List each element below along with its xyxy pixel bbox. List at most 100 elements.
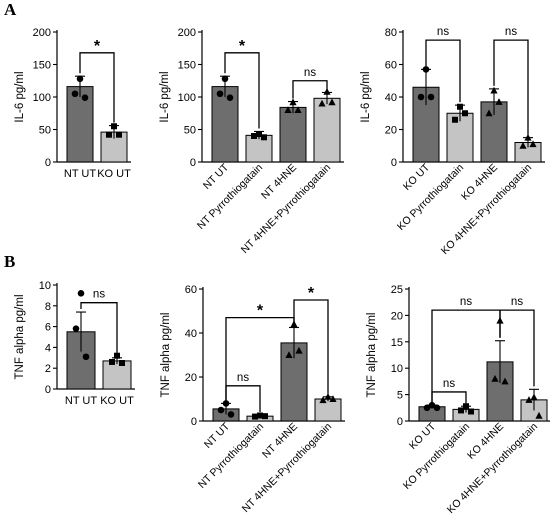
- y-tick-label: 8: [45, 301, 51, 313]
- data-point: [428, 401, 436, 409]
- y-tick-label: 40: [185, 328, 197, 340]
- significance-label: ns: [93, 289, 105, 301]
- significance-bracket: [499, 309, 535, 387]
- y-axis-label: TNF alpha pg/ml: [160, 312, 172, 397]
- data-point: [262, 413, 268, 420]
- data-point: [82, 353, 90, 361]
- data-point: [114, 352, 120, 359]
- y-tick-label: 60: [385, 60, 397, 72]
- data-point: [284, 106, 292, 113]
- data-point: [72, 325, 80, 332]
- y-tick-label: 5: [397, 390, 403, 402]
- y-tick-label: 200: [178, 27, 196, 39]
- data-point: [251, 133, 257, 139]
- data-point: [106, 131, 112, 138]
- panel-letter-a: A: [4, 0, 17, 19]
- data-point: [227, 411, 235, 418]
- y-tick-label: 15: [391, 337, 403, 349]
- y-tick-label: 150: [33, 60, 51, 72]
- data-point: [111, 123, 117, 130]
- y-tick-label: 0: [45, 384, 51, 396]
- y-tick-label: 100: [33, 92, 51, 104]
- data-point: [222, 400, 230, 407]
- category-label: KO UT: [401, 161, 433, 193]
- y-tick-label: 0: [45, 157, 51, 169]
- data-point: [328, 98, 336, 106]
- significance-bracket: [292, 80, 328, 99]
- data-point: [119, 360, 125, 366]
- data-point: [495, 98, 503, 105]
- bar: [102, 360, 132, 390]
- bar: [66, 331, 96, 390]
- y-tick-label: 200: [33, 27, 51, 39]
- data-point: [422, 66, 430, 73]
- bar: [66, 86, 94, 163]
- data-point: [530, 393, 538, 401]
- data-point: [295, 346, 303, 354]
- data-point: [109, 358, 115, 365]
- significance-label: *: [239, 38, 246, 55]
- data-point: [81, 94, 89, 101]
- y-tick-label: 50: [184, 125, 196, 137]
- data-point: [256, 131, 262, 138]
- data-point: [116, 131, 122, 138]
- data-point: [329, 395, 337, 402]
- data-point: [490, 86, 498, 94]
- data-point: [433, 404, 441, 412]
- significance-label: *: [308, 285, 315, 302]
- significance-bracket: [79, 52, 115, 123]
- y-tick-label: 0: [391, 157, 397, 169]
- category-label: KO UT: [97, 168, 131, 180]
- data-point: [252, 413, 258, 420]
- data-point: [458, 407, 464, 414]
- category-label: NT Pyrrothiogatain: [195, 162, 265, 232]
- data-point: [261, 134, 267, 141]
- data-point: [501, 377, 509, 385]
- data-point: [529, 140, 537, 148]
- y-tick-label: 150: [178, 60, 196, 72]
- data-point: [452, 116, 458, 123]
- data-point: [468, 408, 474, 415]
- y-tick-label: 4: [45, 342, 51, 354]
- significance-bracket: [224, 52, 260, 129]
- category-label: NT Pyrrothiogatain: [196, 421, 266, 491]
- significance-bracket: [293, 299, 329, 394]
- category-label: NT UT: [201, 161, 232, 192]
- y-axis-label: IL-6 pg/ml: [159, 71, 171, 122]
- significance-bracket: [431, 391, 467, 404]
- bar: [279, 106, 307, 163]
- data-point: [319, 396, 327, 404]
- y-tick-label: 0: [190, 157, 196, 169]
- data-point: [294, 106, 302, 113]
- y-tick-label: 50: [39, 125, 51, 137]
- significance-bracket: [493, 39, 529, 135]
- significance-label: *: [94, 38, 101, 55]
- y-tick-label: 20: [385, 125, 397, 137]
- data-point: [427, 93, 435, 101]
- data-point: [221, 75, 229, 83]
- category-label: NT UT: [65, 395, 97, 407]
- y-axis-label: TNF alpha pg/ml: [14, 294, 26, 379]
- data-point: [417, 93, 425, 101]
- data-point: [457, 103, 463, 110]
- bar: [314, 398, 342, 422]
- significance-label: ns: [437, 26, 449, 38]
- y-tick-label: 20: [391, 310, 403, 322]
- data-point: [535, 411, 543, 419]
- bar: [418, 406, 446, 422]
- data-point: [423, 404, 431, 412]
- y-tick-label: 20: [185, 372, 197, 384]
- data-point: [525, 396, 533, 403]
- bar: [211, 86, 239, 163]
- data-point: [257, 412, 263, 419]
- category-label: KO Pyrrothiogatain: [395, 162, 466, 233]
- y-tick-label: 0: [191, 416, 197, 428]
- y-tick-label: 6: [45, 322, 51, 334]
- data-point: [289, 98, 297, 106]
- data-point: [323, 88, 331, 95]
- category-label: NT UT: [64, 168, 96, 180]
